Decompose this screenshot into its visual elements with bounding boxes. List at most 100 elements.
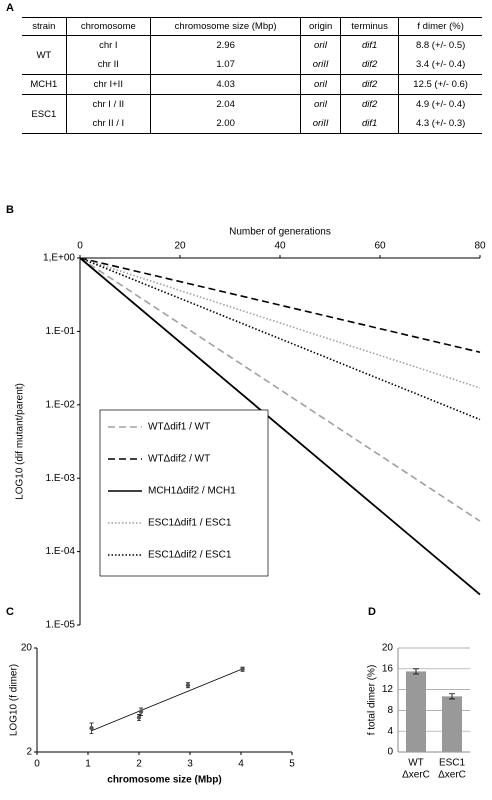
data-line [79,257,481,522]
x-axis-title: Number of generations [229,227,331,238]
bar [442,696,462,752]
data-point [89,725,94,731]
data-line [79,257,481,354]
y-tick-label: 4 [387,726,393,737]
table-cell: 1.07 [149,55,301,75]
strain-table: strain chromosome chromosome size (Mbp) ori… [22,17,482,134]
data-line [79,257,481,596]
x-tick-label: 3 [187,759,193,770]
y-tick-label: 1.E-03 [46,473,76,484]
table-cell: 4.03 [149,74,301,95]
legend-label: MCH1Δdif2 / MCH1 [148,486,236,497]
y-tick-label: 20 [382,643,394,654]
y-tick-label: 20 [21,643,33,654]
data-line [79,257,481,389]
y-tick-label: 1.E-04 [46,546,76,557]
x-tick-label: WT [408,758,424,769]
legend-box [99,409,269,577]
y-tick-label: 1.E-05 [46,620,76,631]
table-cell: dif2 [339,55,399,75]
panel-letter: B [6,204,14,216]
x-tick-label: ΔxerC [402,770,430,781]
table-cell: dif1 [339,114,399,134]
x-tick-label: 5 [289,759,295,770]
legend-label: WTΔdif1 / WT [148,422,210,433]
table-cell: 2.00 [149,114,301,134]
x-tick-label: 1 [85,759,91,770]
table-cell: dif1 [339,35,399,55]
x-tick-label: 0 [34,759,40,770]
trend-line [91,668,243,732]
x-tick-label: 2 [136,759,142,770]
header-cell: terminus [339,17,399,36]
table-cell: oriI [300,35,341,55]
header-cell: f dimer (%) [398,17,482,36]
table-cell: oriI [300,94,341,114]
table-cell: chr I+II [66,74,151,95]
header-cell: strain [22,17,67,36]
panel-letter: C [6,606,14,618]
table-cell: 8.8 (+/- 0.5) [398,35,482,55]
x-tick-label: 20 [174,241,186,252]
table-cell: dif2 [339,94,399,114]
table-row: chr II / I 2.00 oriII dif1 4.3 (+/- 0.3) [22,114,482,134]
x-tick-label: ΔxerC [438,770,466,781]
table-cell: chr II / I [66,114,151,134]
y-tick-label: 12 [382,684,394,695]
table-row: chr II 1.07 oriII dif2 3.4 (+/- 0.4) [22,55,482,75]
x-tick-label: ESC1 [439,758,466,769]
strain-cell: MCH1 [22,74,67,95]
x-tick-label: 0 [77,241,83,252]
y-tick-label: 1,E+00 [43,253,75,264]
y-tick-label: 16 [382,663,394,674]
table-cell: 4.9 (+/- 0.4) [398,94,482,114]
error-bar [413,668,419,675]
data-point [185,682,191,688]
header-cell: chromosome [65,17,151,36]
panel-letter: D [368,606,376,618]
x-tick-label: 40 [274,241,286,252]
data-point [240,667,245,672]
y-tick-label: 2 [26,747,32,758]
table-cell: chr I / II [66,94,151,114]
header-cell: origin [300,17,341,36]
error-bar [449,693,455,700]
table-cell: 4.3 (+/- 0.3) [398,114,482,134]
y-axis-title: LOG10 (dif mutant/parent) [15,383,26,500]
table-row: MCH1 chr I+II 4.03 oriI dif2 12.5 (+/- 0.6) [22,74,482,95]
table-cell: dif2 [339,74,399,95]
legend-label: WTΔdif2 / WT [148,454,210,465]
legend-label: ESC1Δdif2 / ESC1 [148,550,232,561]
y-axis-title: LOG10 (f dimer) [9,664,20,736]
table-cell: oriII [300,55,341,75]
x-tick-label: 60 [374,241,386,252]
table-cell: 3.4 (+/- 0.4) [398,55,482,75]
table-row: ESC1 chr I / II 2.04 oriI dif2 4.9 (+/- 0.4) [22,94,482,134]
table-cell: chr II [97,59,119,70]
table-cell: 12.5 (+/- 0.6) [398,74,482,95]
y-tick-label: 1.E-02 [46,399,76,410]
header-cell: chromosome size (Mbp) [149,17,301,36]
x-tick-label: 4 [238,759,244,770]
strain-cell: WT [22,35,67,75]
x-axis-title: chromosome size (Mbp) [107,775,221,786]
y-tick-label: 0 [387,747,393,758]
panel-letter: A [6,2,14,14]
table-cell: oriII [300,114,341,134]
table-cell: oriI [300,74,341,95]
data-point [138,709,144,714]
bar [406,671,426,752]
table-cell: 2.04 [149,94,301,114]
table-cell: 2.96 [149,35,301,55]
y-tick-label: 8 [387,705,393,716]
y-tick-label: 1.E-01 [46,326,76,337]
table-row: WT chr I 2.96 oriI dif1 8.8 (+/- 0.5) [22,35,482,75]
y-axis-title: f total dimer (%) [367,665,378,736]
strain-cell: ESC1 [22,94,67,134]
data-point [136,715,142,720]
legend-label: ESC1Δdif1 / ESC1 [148,518,232,529]
data-line [79,257,481,421]
table-cell: chr I [66,35,151,55]
